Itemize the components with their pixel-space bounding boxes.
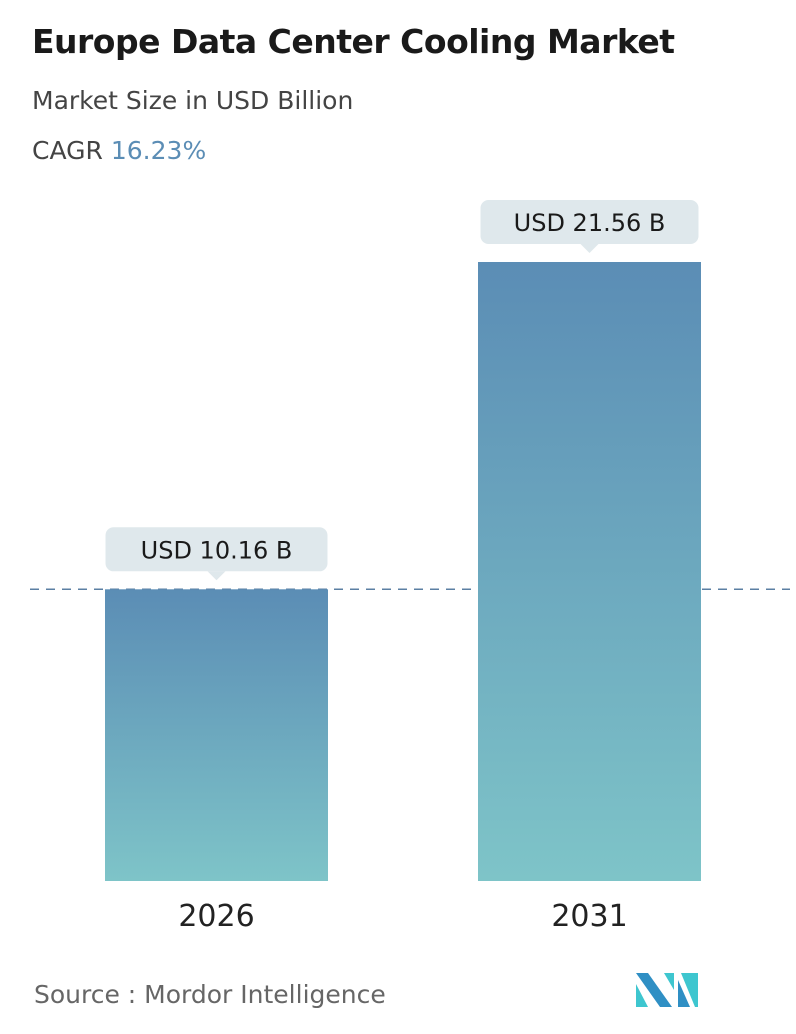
cagr: CAGR 16.23% <box>32 136 206 165</box>
x-tick-label: 2031 <box>551 899 627 934</box>
chart-subtitle: Market Size in USD Billion <box>32 86 354 115</box>
data-label-box <box>480 200 699 244</box>
data-label-pointer <box>207 571 226 581</box>
bar-2026 <box>105 589 328 881</box>
data-label: USD 10.16 B <box>141 536 293 564</box>
source-note: Source : Mordor Intelligence <box>34 980 386 1009</box>
data-label-box <box>105 527 328 572</box>
x-tick-label: 2026 <box>178 899 254 934</box>
cagr-label: CAGR <box>32 136 103 165</box>
cagr-value: 16.23% <box>110 136 207 165</box>
data-label: USD 21.56 B <box>514 209 666 237</box>
data-label-pointer <box>580 244 599 253</box>
chart-title: Europe Data Center Cooling Market <box>32 22 675 61</box>
bar-2031 <box>478 262 701 881</box>
mordor-logo <box>636 973 698 1007</box>
